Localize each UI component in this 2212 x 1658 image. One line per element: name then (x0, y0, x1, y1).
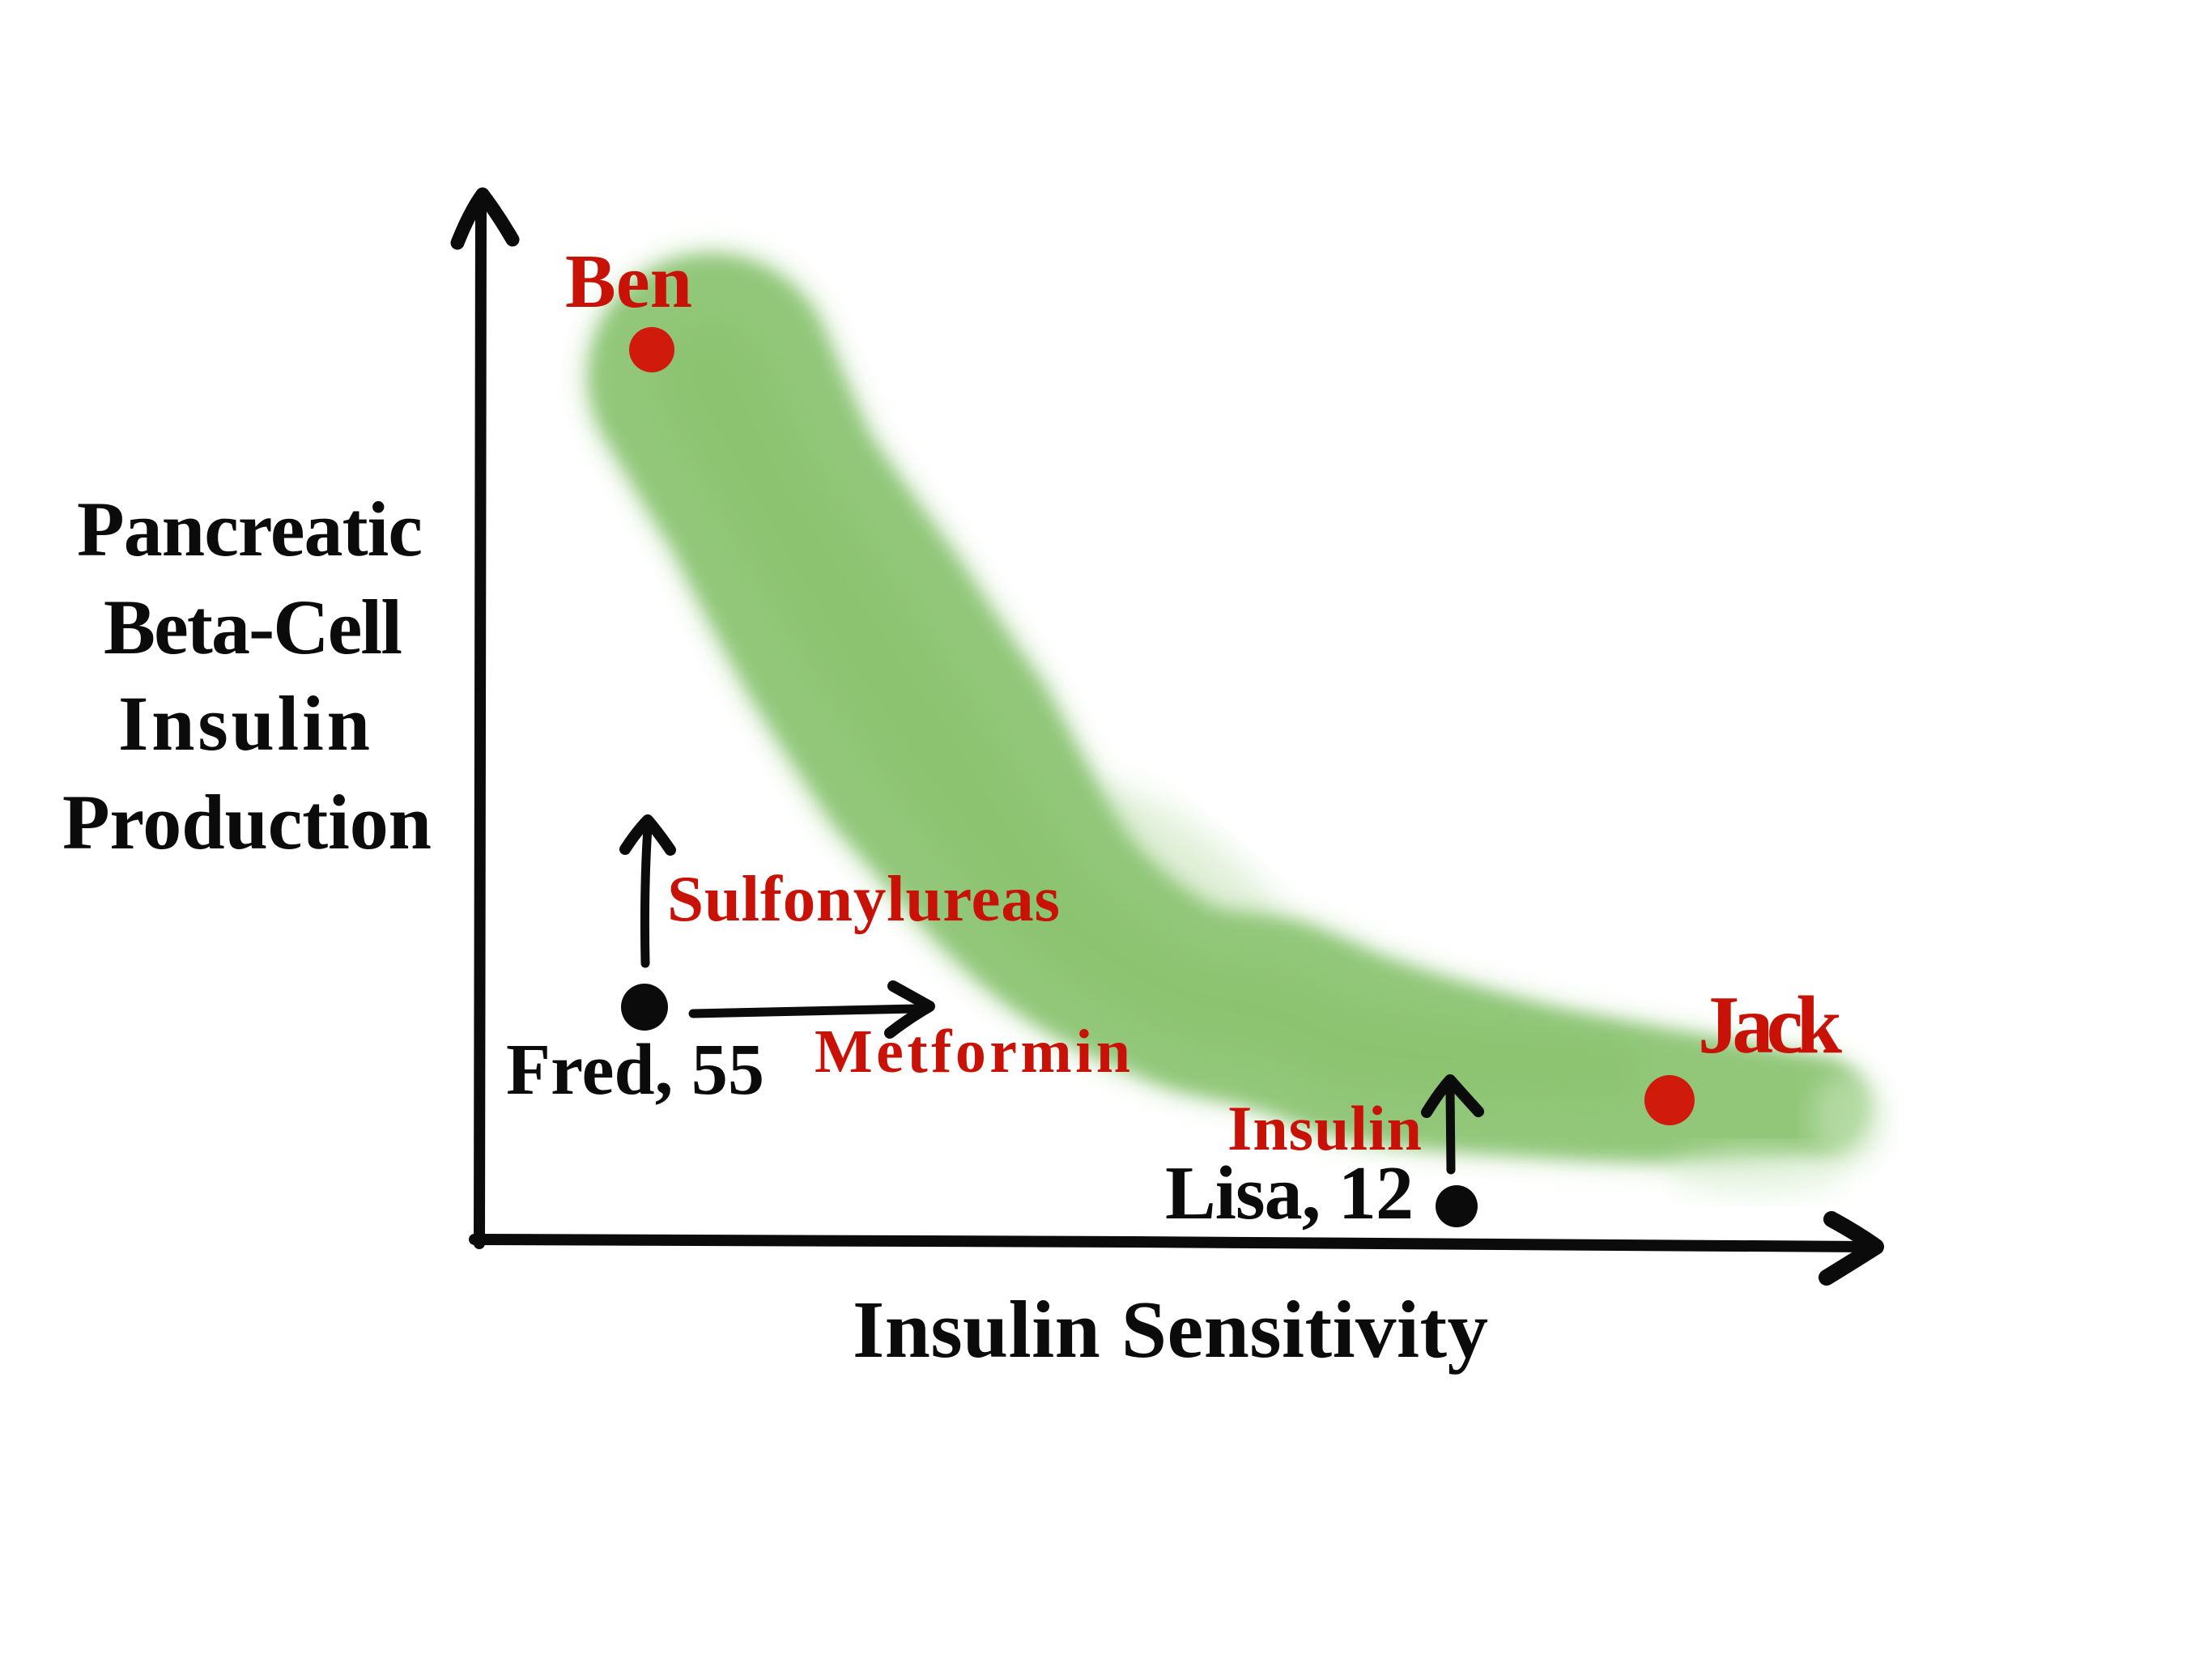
svg-text:Jack: Jack (1698, 980, 1842, 1071)
svg-text:Fred, 55: Fred, 55 (506, 1030, 764, 1110)
svg-text:Insulin: Insulin (1227, 1093, 1422, 1163)
svg-text:Sulfonylureas: Sulfonylureas (667, 862, 1060, 935)
svg-text:Beta-Cell: Beta-Cell (104, 584, 402, 670)
svg-text:Insulin: Insulin (118, 680, 370, 767)
svg-text:Ben: Ben (565, 240, 692, 324)
svg-text:Production: Production (62, 779, 432, 865)
svg-text:Lisa, 12: Lisa, 12 (1165, 1151, 1414, 1235)
svg-text:Insulin Sensitivity: Insulin Sensitivity (853, 1284, 1488, 1375)
svg-text:Metformin: Metformin (815, 1018, 1130, 1086)
svg-text:Pancreatic: Pancreatic (77, 486, 423, 572)
